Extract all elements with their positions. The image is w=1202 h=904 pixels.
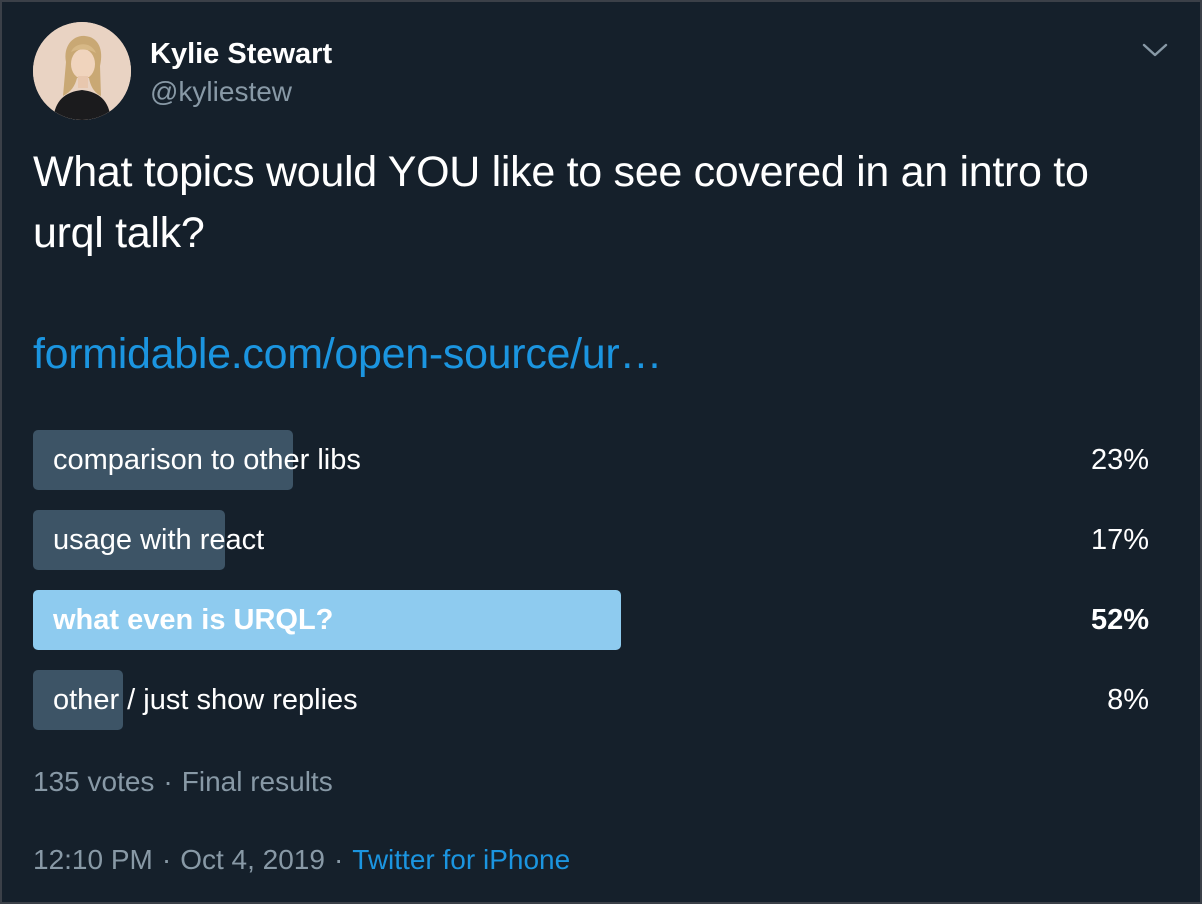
poll-result-bar xyxy=(33,510,225,570)
separator: · xyxy=(161,844,172,875)
poll-summary: 135 votes · Final results xyxy=(33,764,333,800)
poll-option-label: what even is URQL? xyxy=(53,604,334,636)
poll-result-bar xyxy=(33,430,293,490)
poll-option-percent: 17% xyxy=(1090,524,1149,556)
poll-option-label: other / just show replies xyxy=(53,684,358,716)
poll-option-label: usage with react xyxy=(53,524,265,556)
poll-result-bar xyxy=(33,670,123,730)
separator: · xyxy=(163,766,173,797)
poll-option: other / just show replies 8% xyxy=(33,670,1149,730)
poll-option-label: comparison to other libs xyxy=(53,444,361,476)
separator: · xyxy=(333,844,344,875)
avatar-photo xyxy=(33,22,131,120)
poll-vote-count: 135 votes xyxy=(33,766,155,797)
tweet-time[interactable]: 12:10 PM xyxy=(33,844,153,875)
author-handle[interactable]: @kyliestew xyxy=(150,76,293,107)
poll-result-bar xyxy=(33,590,621,650)
tweet-link[interactable]: formidable.com/open-source/ur… xyxy=(33,330,663,378)
poll-option-percent: 52% xyxy=(1090,604,1149,636)
chevron-down-icon[interactable] xyxy=(1141,36,1169,64)
avatar[interactable] xyxy=(33,22,131,120)
tweet-date[interactable]: Oct 4, 2019 xyxy=(180,844,325,875)
poll-option-percent: 23% xyxy=(1090,444,1149,476)
tweet-metadata: 12:10 PM · Oct 4, 2019 · Twitter for iPhone xyxy=(33,842,570,878)
tweet-text: What topics would YOU like to see covere… xyxy=(33,148,1089,257)
author-name[interactable]: Kylie Stewart xyxy=(150,38,333,70)
poll-status: Final results xyxy=(181,766,333,797)
poll-option: comparison to other libs 23% xyxy=(33,430,1149,490)
tweet-source[interactable]: Twitter for iPhone xyxy=(352,844,571,875)
poll-option: usage with react 17% xyxy=(33,510,1149,570)
poll-option-percent: 8% xyxy=(1107,684,1149,716)
poll-option-winner: what even is URQL? 52% xyxy=(33,590,1149,650)
